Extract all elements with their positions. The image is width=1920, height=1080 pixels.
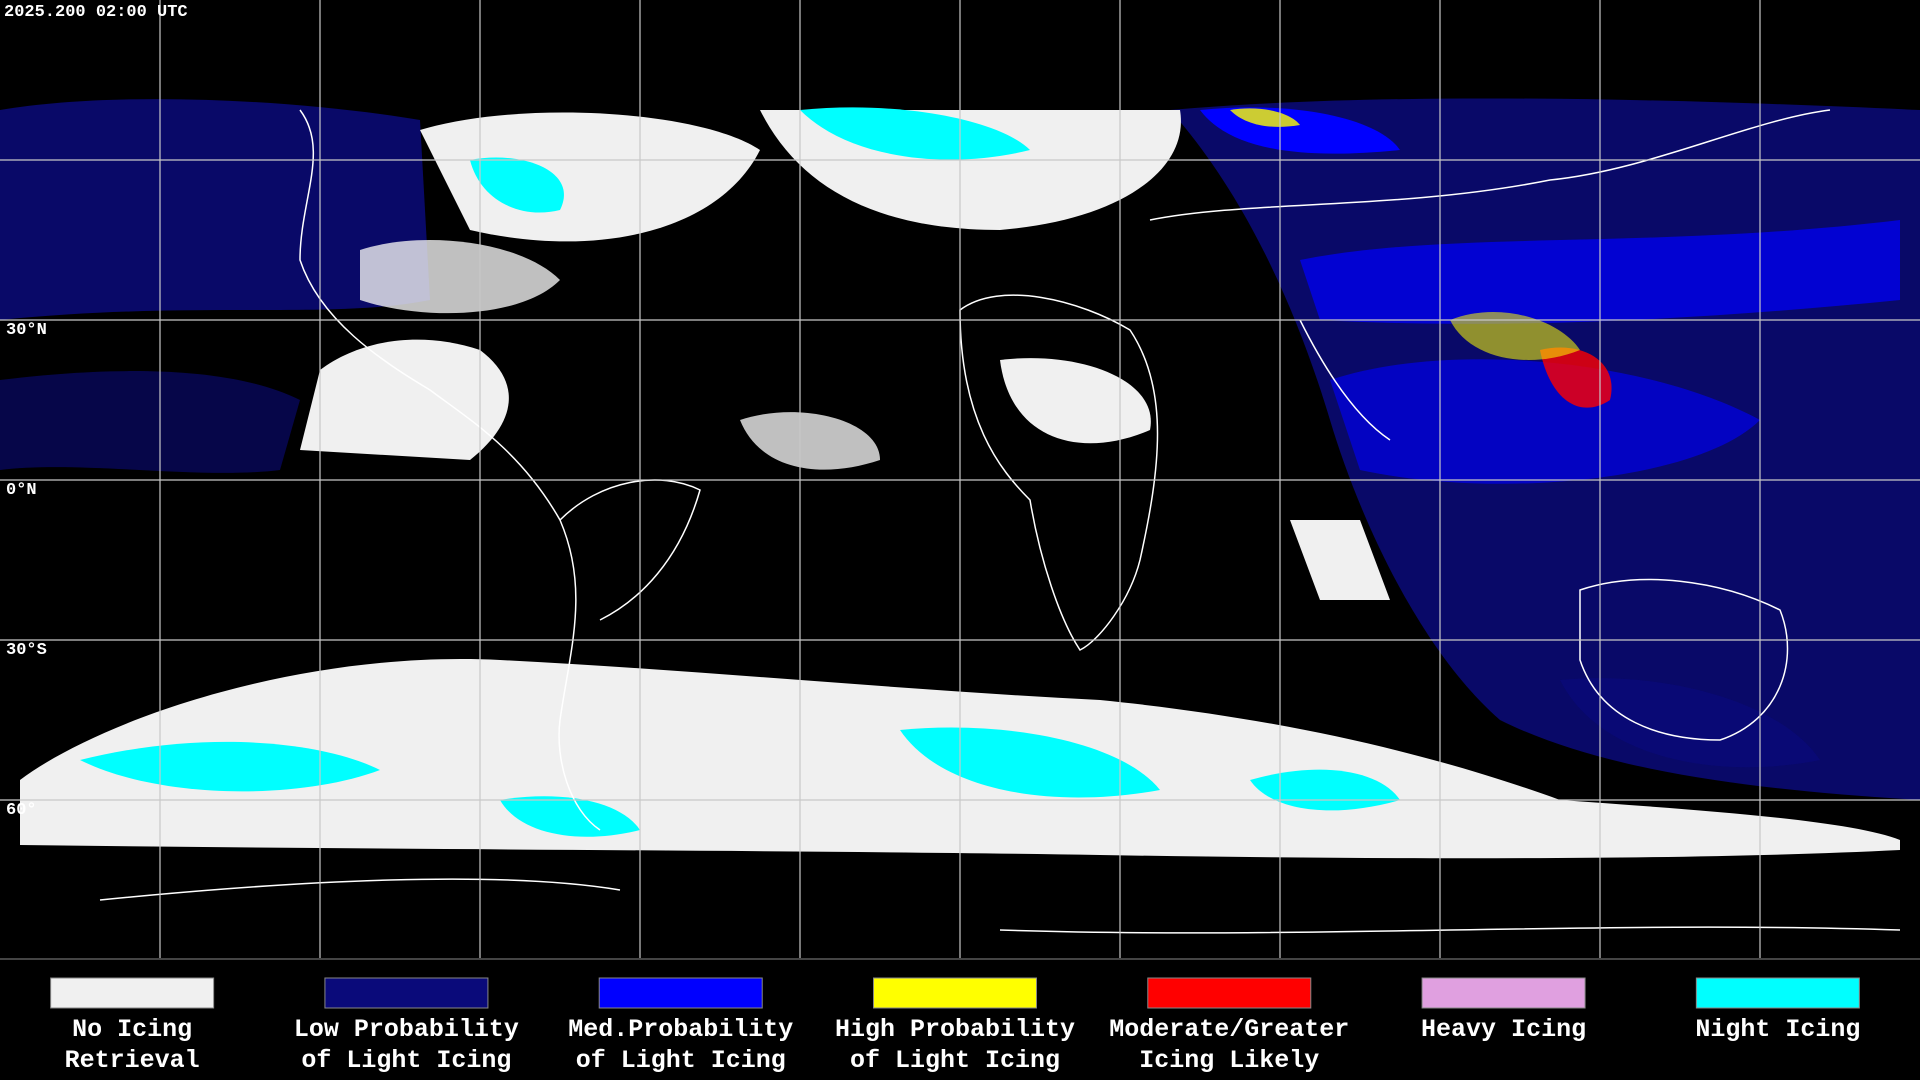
legend-label: of Light Icing [850, 1046, 1060, 1075]
legend-swatch [324, 977, 489, 1009]
legend-label: Icing Likely [1139, 1046, 1319, 1075]
latitude-label: 30°N [6, 321, 47, 340]
latitude-label: 60° [6, 801, 37, 820]
legend-swatch [1695, 977, 1860, 1009]
timestamp: 2025.200 02:00 UTC [4, 3, 188, 22]
legend-swatch [50, 977, 215, 1009]
legend-swatch [1147, 977, 1312, 1009]
legend-label: of Light Icing [301, 1046, 511, 1075]
legend-swatch [598, 977, 763, 1009]
legend-label: High Probability [835, 1015, 1075, 1044]
latitude-label: 30°S [6, 641, 47, 660]
legend-label: Night Icing [1695, 1015, 1860, 1044]
legend-label: of Light Icing [576, 1046, 786, 1075]
legend-label: No Icing [72, 1015, 192, 1044]
legend-swatch [1421, 977, 1586, 1009]
legend-label: Retrieval [65, 1046, 200, 1075]
legend-label: Med.Probability [568, 1015, 793, 1044]
legend-label: Moderate/Greater [1109, 1015, 1349, 1044]
legend-label: Low Probability [294, 1015, 519, 1044]
legend-label: Heavy Icing [1421, 1015, 1586, 1044]
latitude-label: 0°N [6, 481, 37, 500]
legend-swatch [873, 977, 1037, 1009]
lat-lon-grid [0, 0, 1920, 958]
